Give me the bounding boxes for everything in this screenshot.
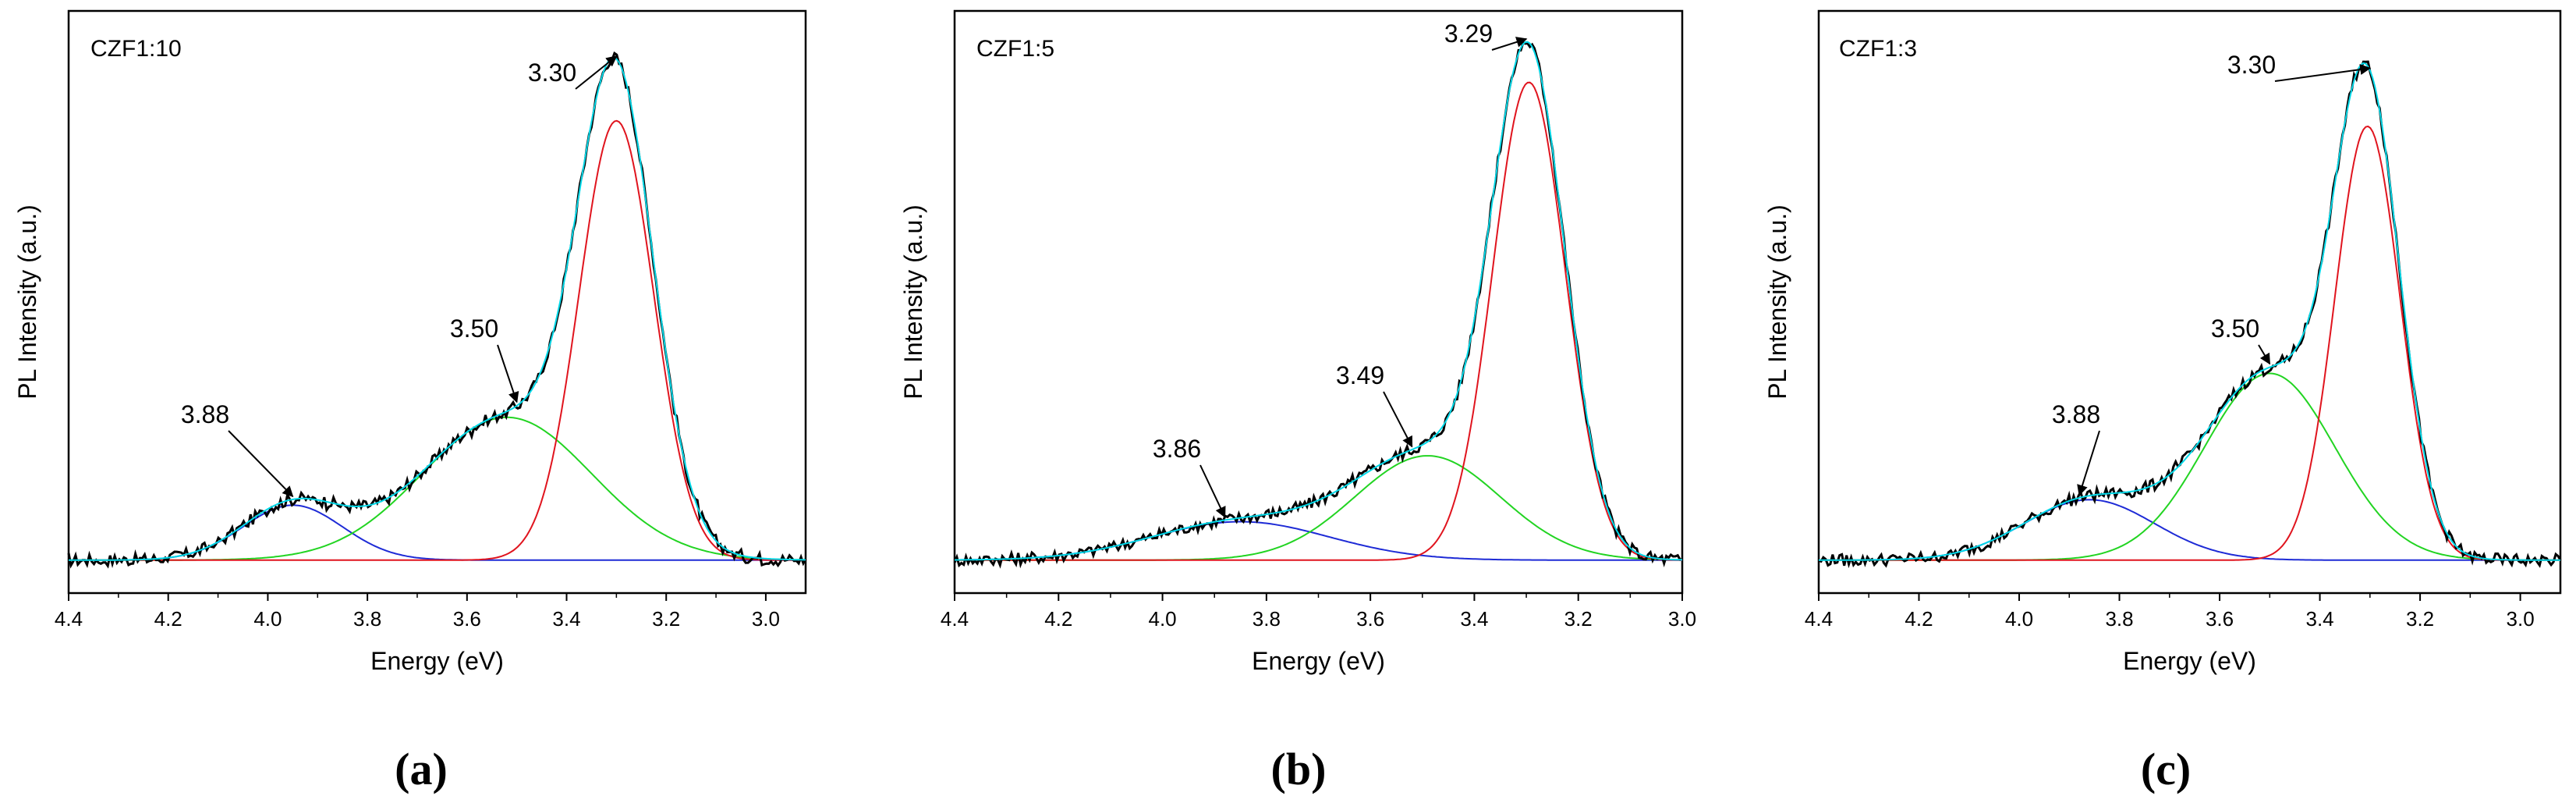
x-tick-label: 3.4 [552,607,580,631]
x-tick-label: 4.2 [1044,607,1072,631]
x-tick-label: 4.2 [154,607,182,631]
x-axis-label: Energy (eV) [1252,647,1385,675]
x-tick-label: 4.4 [941,607,969,631]
x-tick-label: 4.4 [1805,607,1833,631]
x-tick-label: 3.2 [652,607,680,631]
red-gaussian-component [1819,125,2560,561]
panel-c: 4.4 4.2 4.0 3.8 3.6 3.4 3.2 3.0 Energy (eV) PL In… [1763,9,2562,794]
cumulative-fit [69,57,806,561]
peak-annotation-label: 3.86 [1153,435,1201,463]
peak-annotation-label: 3.29 [1444,20,1493,48]
x-tick-label: 4.2 [1905,607,1933,631]
green-gaussian-component [69,416,806,561]
measured-spectrum [1818,60,2562,569]
sample-label: CZF1:10 [90,36,182,62]
peak-annotation-arrow [2274,64,2372,82]
x-tick-label: 3.0 [752,607,780,631]
x-tick-label: 3.0 [1668,607,1696,631]
x-tick-label: 4.4 [55,607,83,631]
peak-annotation-arrow [228,430,294,498]
sample-label: CZF1:5 [976,36,1054,62]
panel-letter: (b) [1271,744,1327,794]
peak-annotation-label: 3.88 [2052,400,2100,428]
peak-annotation-arrow [2077,430,2100,496]
x-axis-label: Energy (eV) [2123,647,2256,675]
measured-spectrum [953,41,1683,569]
peak-annotation-arrow [1491,37,1528,51]
x-tick-label: 3.8 [2105,607,2133,631]
panel-b: 4.4 4.2 4.0 3.8 3.6 3.4 3.2 3.0 Energy (eV) PL In… [899,9,1696,794]
peak-annotation-label: 3.88 [181,400,229,428]
peak-annotation-arrow [575,55,618,90]
peak-annotation-label: 3.50 [450,314,498,343]
plot-frame [67,9,807,595]
x-tick-label: 3.2 [2406,607,2434,631]
x-tick-label: 4.0 [2005,607,2033,631]
green-gaussian-component [955,455,1683,561]
panel-a: 4.4 4.2 4.0 3.8 3.6 3.4 3.2 3.0 Energy (eV) PL In… [13,9,807,794]
x-tick-label: 3.6 [1356,607,1384,631]
x-tick-label: 3.8 [1253,607,1281,631]
panel-letter: (c) [2141,744,2191,794]
panel-letter: (a) [395,744,448,794]
peak-annotation-label: 3.30 [2227,51,2276,79]
peak-annotation-arrow [497,344,519,403]
peak-annotation-label: 3.50 [2211,314,2259,343]
peak-annotation-arrow [2258,344,2271,365]
x-tick-label: 4.0 [1148,607,1176,631]
x-tick-label: 3.6 [453,607,481,631]
x-tick-label: 3.4 [1460,607,1488,631]
red-gaussian-component [955,81,1682,561]
y-axis-label: PL Intensity (a.u.) [899,204,927,400]
peak-annotation-label: 3.49 [1336,361,1384,389]
x-tick-label: 3.8 [353,607,381,631]
y-axis-label: PL Intensity (a.u.) [1763,204,1791,400]
x-tick-label: 3.6 [2206,607,2234,631]
measured-spectrum [67,51,807,569]
cumulative-fit [955,41,1683,561]
peak-annotation-arrow [1383,391,1413,448]
y-axis-label: PL Intensity (a.u.) [13,204,41,400]
peak-annotation-arrow [1199,464,1226,518]
plot-frame [1817,9,2562,595]
peak-annotation-label: 3.30 [528,59,576,87]
x-tick-label: 3.0 [2507,607,2535,631]
sample-label: CZF1:3 [1839,36,1917,62]
x-tick-label: 4.0 [253,607,282,631]
x-axis-label: Energy (eV) [370,647,504,675]
red-gaussian-component [69,119,806,561]
x-tick-label: 3.4 [2305,607,2333,631]
cumulative-fit [1819,62,2560,561]
x-tick-label: 3.2 [1564,607,1593,631]
